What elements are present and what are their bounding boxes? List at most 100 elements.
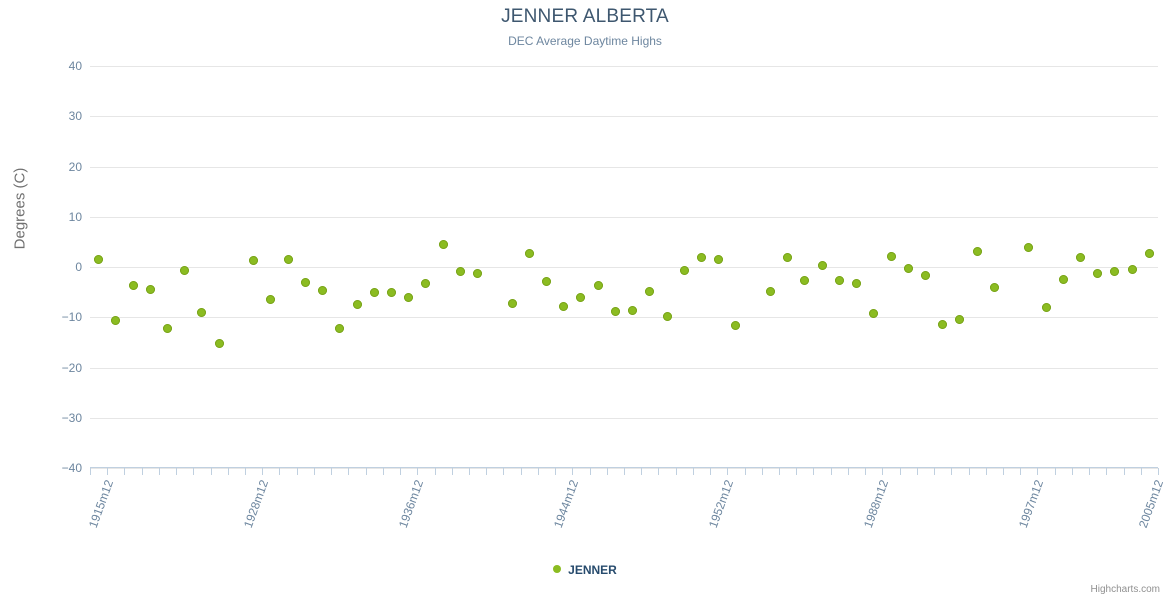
x-axis-tick [882, 468, 884, 475]
data-point[interactable] [628, 306, 638, 316]
data-point[interactable] [697, 253, 707, 263]
data-point[interactable] [352, 299, 362, 309]
data-point[interactable] [524, 248, 534, 258]
data-point[interactable] [283, 255, 293, 265]
data-point[interactable] [1058, 274, 1068, 284]
gridline [90, 166, 1158, 168]
x-axis-tick [985, 468, 987, 475]
x-axis-labels: 1915m12 1928m12 1936m12 1944m12 1952m12 1988m… [86, 478, 1167, 558]
data-point[interactable] [421, 279, 431, 289]
x-axis-tick [916, 468, 918, 475]
x-axis-tick [572, 468, 574, 475]
data-point[interactable] [300, 277, 310, 287]
x-axis-line [90, 467, 1158, 468]
x-axis-tick [624, 468, 625, 475]
data-point[interactable] [800, 275, 810, 285]
x-axis-tick [227, 468, 229, 475]
data-point[interactable] [989, 282, 999, 292]
y-axis-tick-label: 10 [68, 209, 82, 224]
data-point[interactable] [541, 276, 551, 286]
y-axis-tick-label: 30 [68, 109, 82, 124]
data-point[interactable] [473, 269, 483, 279]
data-point[interactable] [714, 255, 724, 265]
x-axis-tick [968, 468, 970, 475]
x-axis-tick-label: 1936m12 [395, 478, 426, 530]
x-axis-tick [727, 468, 729, 475]
legend-item-jenner[interactable]: JENNER [553, 562, 617, 577]
data-point[interactable] [886, 251, 896, 261]
data-point[interactable] [1144, 248, 1154, 258]
data-point[interactable] [869, 308, 879, 318]
data-point[interactable] [1127, 264, 1137, 274]
y-axis-title: Degrees (C) [11, 167, 29, 250]
x-axis-tick [692, 468, 694, 475]
data-point[interactable] [249, 256, 259, 266]
x-axis-tick [1002, 468, 1004, 475]
x-axis-tick [348, 468, 350, 475]
data-point[interactable] [1024, 242, 1034, 252]
x-axis-tick [934, 468, 936, 475]
x-axis-tick [176, 468, 178, 475]
x-axis-tick [245, 468, 247, 475]
data-point[interactable] [1110, 267, 1120, 277]
x-axis-tick [779, 468, 781, 475]
data-point[interactable] [645, 286, 655, 296]
data-point[interactable] [94, 254, 104, 264]
highcharts-credit[interactable]: Highcharts.com [1090, 584, 1160, 595]
y-axis-labels: 40 30 20 10 0 −10 −20 −30 −40 [28, 59, 82, 475]
data-point[interactable] [455, 267, 465, 277]
data-point[interactable] [1093, 268, 1103, 278]
data-point[interactable] [1075, 253, 1085, 263]
data-point[interactable] [731, 321, 741, 331]
data-point[interactable] [335, 323, 345, 333]
x-axis-tick [90, 468, 91, 475]
data-point[interactable] [145, 284, 155, 294]
x-axis-tick [1089, 468, 1091, 475]
data-point[interactable] [128, 280, 138, 290]
data-point[interactable] [369, 287, 379, 297]
data-point[interactable] [972, 246, 982, 256]
x-axis-tick [141, 468, 143, 475]
data-point[interactable] [318, 285, 328, 295]
data-point[interactable] [214, 339, 224, 349]
data-point[interactable] [576, 292, 586, 302]
data-point[interactable] [679, 266, 689, 276]
data-point[interactable] [817, 260, 827, 270]
data-point[interactable] [662, 311, 672, 321]
chart-title: JENNER ALBERTA [501, 6, 669, 27]
data-point[interactable] [111, 315, 121, 325]
data-point[interactable] [852, 278, 862, 288]
x-axis-tick [434, 468, 436, 475]
x-axis-tick [296, 468, 298, 475]
legend-item-label: JENNER [568, 562, 617, 577]
x-axis-tick-label: 1944m12 [550, 478, 581, 530]
data-point[interactable] [834, 276, 844, 286]
data-point[interactable] [559, 301, 569, 311]
gridline [90, 367, 1158, 369]
y-axis-tick-label: 20 [68, 159, 82, 174]
data-point[interactable] [180, 265, 190, 275]
data-point[interactable] [386, 288, 396, 298]
data-point[interactable] [920, 270, 930, 280]
data-point[interactable] [938, 320, 948, 330]
y-axis-tick-label: −10 [61, 310, 82, 325]
y-axis-tick-label: 0 [75, 260, 82, 274]
data-point[interactable] [783, 253, 793, 263]
data-point[interactable] [197, 307, 207, 317]
data-point[interactable] [1041, 302, 1051, 312]
x-axis-tick [761, 468, 763, 475]
x-axis-tick [331, 468, 333, 475]
data-point[interactable] [404, 293, 414, 303]
data-point[interactable] [438, 239, 448, 249]
data-point[interactable] [593, 281, 603, 291]
data-point[interactable] [266, 294, 276, 304]
data-point[interactable] [163, 324, 173, 334]
data-point[interactable] [765, 287, 775, 297]
x-axis-tick-label: 2005m12 [1136, 478, 1167, 530]
x-axis-tick [400, 468, 402, 475]
data-point[interactable] [903, 263, 913, 273]
x-axis-tick [1106, 468, 1108, 475]
data-point[interactable] [507, 299, 517, 309]
data-point[interactable] [610, 307, 620, 317]
data-point[interactable] [955, 314, 965, 324]
